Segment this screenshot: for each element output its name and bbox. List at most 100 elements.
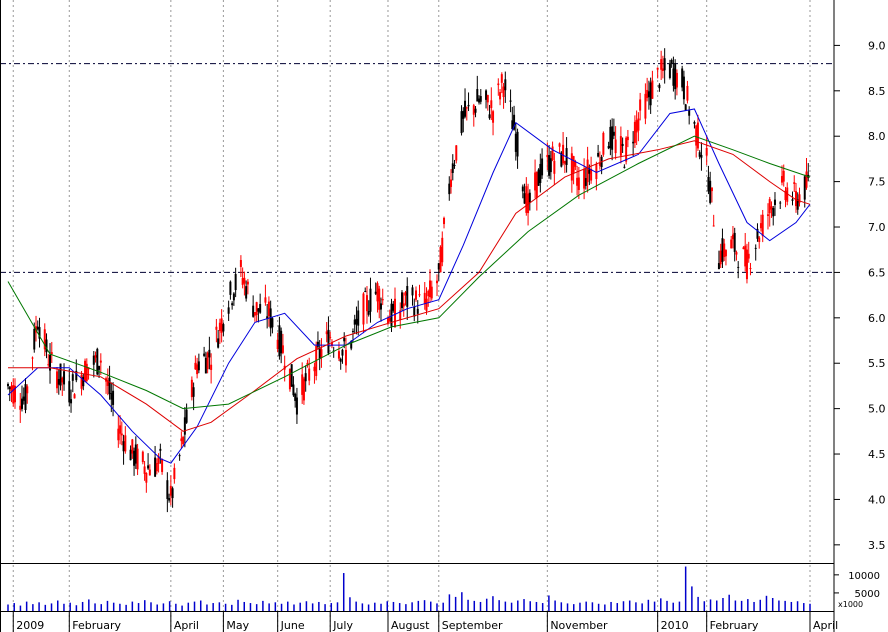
candle-down [441,237,444,263]
moving-averages [7,108,811,464]
price-tick-label: 6.5 [868,266,886,279]
candle-up [96,348,99,375]
candle-up [57,378,60,385]
candle-down [586,159,589,183]
candle-up [623,166,626,168]
candle-up [400,292,403,308]
candle-down [562,144,565,164]
candle-up [488,114,491,119]
candle-up [185,409,188,423]
candle-down [742,247,745,250]
candle-down [301,374,304,395]
candle-down [525,186,528,213]
candle-up [698,152,701,157]
candle-up [290,364,293,387]
candle-down [148,469,151,476]
candle-up [197,361,200,371]
candle-up [390,303,393,327]
candle-up [231,303,234,306]
candle-down [306,362,309,366]
candle-up [607,146,610,149]
candle-down [376,283,379,302]
date-tick-label: 2009 [16,619,44,632]
candle-down [724,250,727,257]
candle-up [351,331,354,333]
candle-up [232,293,235,301]
candle-up [134,444,137,464]
candle-up [476,89,479,102]
candle-down [782,170,785,182]
candle-down [590,168,593,181]
candle-down [120,433,123,436]
candle-down [637,118,640,131]
candle-up [357,310,360,326]
candle-down [635,120,638,133]
candle-up [292,384,295,396]
candle-up [539,163,542,183]
candle-up [670,59,673,64]
candle-up [516,131,519,157]
candle-up [49,354,52,371]
candle-up [75,370,78,381]
volume-unit-label: x1000 [838,600,863,609]
candle-up [229,281,232,295]
candle-down [117,428,120,441]
candle-down [490,100,493,109]
candle-down [26,386,29,394]
candle-down [388,317,391,322]
candle-up [717,263,720,270]
candle-down [497,83,500,86]
candle-down [241,278,244,285]
candle-down [595,164,598,180]
candle-down [439,246,442,273]
candle-up [318,347,321,360]
date-axis: 2009 February April May June July August Septem… [12,611,838,632]
price-tick-label: 8.0 [868,130,886,143]
candle-down [169,486,172,496]
candle-down [626,136,629,141]
candle-up [609,126,612,149]
candle-down [288,368,291,390]
date-tick-label: June [280,619,305,632]
candle-up [367,311,370,315]
candle-down [710,187,713,192]
candle-down [73,394,76,399]
volume-tick-label: 10000 [848,571,880,582]
candle-up [327,329,330,354]
candle-up [588,169,591,174]
candle-up [108,377,111,395]
candle-up [737,266,740,268]
candle-down [124,435,127,452]
candle-up [133,450,136,466]
candle-down [19,405,22,410]
candle-up [649,82,652,106]
candle-down [196,364,199,375]
price-tick-label: 7.0 [868,221,886,234]
candle-down [61,377,64,383]
candle-down [425,298,428,311]
candle-down [378,288,381,310]
candle-down [705,147,708,156]
candle-down [239,260,242,267]
candle-down [84,360,87,382]
candle-down [329,336,332,338]
candle-down [500,74,503,83]
candle-up [257,308,260,312]
candle-down [443,217,446,225]
candle-up [682,76,685,100]
price-tick-label: 4.0 [868,493,886,506]
candle-up [478,98,481,103]
candle-down [780,176,783,183]
candle-down [220,318,223,333]
candle-down [180,438,183,442]
candle-down [404,292,407,296]
candle-up [259,304,262,313]
candle-up [537,169,540,186]
candle-up [584,178,587,186]
candle-up [688,110,691,116]
date-tick-label: August [391,619,430,632]
candle-down [502,86,505,98]
candle-up [68,381,71,403]
candle-up [110,393,113,400]
